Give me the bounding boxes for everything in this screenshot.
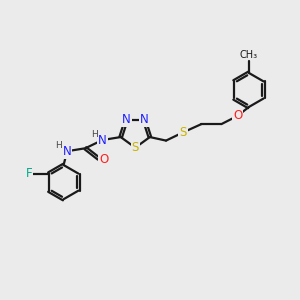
Text: N: N (63, 145, 71, 158)
Text: N: N (140, 113, 149, 126)
Text: S: S (179, 126, 187, 139)
Text: H: H (56, 141, 62, 150)
Text: O: O (233, 110, 242, 122)
Text: S: S (132, 141, 139, 154)
Text: F: F (26, 167, 32, 180)
Text: O: O (99, 153, 109, 166)
Text: CH₃: CH₃ (240, 50, 258, 60)
Text: N: N (122, 113, 131, 126)
Text: H: H (91, 130, 98, 139)
Text: N: N (98, 134, 107, 146)
